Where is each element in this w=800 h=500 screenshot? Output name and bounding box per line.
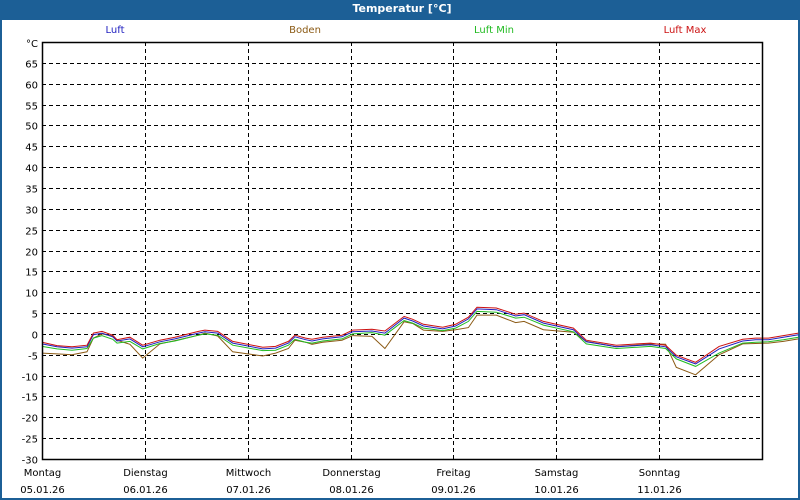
- legend-item-boden: Boden: [289, 25, 321, 36]
- x-day-label: Donnerstag: [322, 468, 380, 479]
- x-day-label: Mittwoch: [226, 468, 271, 479]
- y-tick-label: 60: [25, 81, 38, 92]
- x-date-label: 09.01.26: [431, 485, 476, 496]
- legend-item-luft-min: Luft Min: [474, 25, 514, 36]
- legend-item-luft-max: Luft Max: [663, 25, 707, 36]
- series-line-luft-max: [41, 306, 799, 363]
- x-date-label: 06.01.26: [123, 485, 168, 496]
- y-tick-label: 65: [25, 60, 38, 71]
- y-tick-label: -20: [22, 414, 38, 425]
- y-axis-unit: °C: [26, 39, 38, 50]
- y-tick-label: 0: [32, 331, 38, 342]
- y-tick-label: 15: [25, 268, 38, 279]
- x-date-label: 08.01.26: [329, 485, 374, 496]
- y-tick-label: -15: [22, 393, 38, 404]
- y-tick-label: 50: [25, 122, 38, 133]
- y-tick-label: 35: [25, 185, 38, 196]
- plot-frame: [41, 41, 764, 461]
- y-tick-label: 45: [25, 143, 38, 154]
- y-tick-label: -30: [22, 456, 38, 467]
- series-line-luft-min: [41, 310, 799, 367]
- y-tick-label: 10: [25, 289, 38, 300]
- x-day-label: Samstag: [535, 468, 579, 479]
- y-tick-label: 30: [25, 206, 38, 217]
- y-tick-label: -5: [28, 352, 38, 363]
- y-tick-label: -10: [22, 373, 38, 384]
- x-day-label: Freitag: [436, 468, 470, 479]
- window-title: Temperatur [°C]: [2, 0, 800, 20]
- x-day-label: Dienstag: [123, 468, 168, 479]
- legend-item-luft: Luft: [105, 25, 125, 36]
- y-tick-label: 25: [25, 227, 38, 238]
- y-tick-label: 40: [25, 164, 38, 175]
- x-day-label: Sonntag: [639, 468, 681, 479]
- y-tick-label: 55: [25, 102, 38, 113]
- x-date-label: 11.01.26: [637, 485, 682, 496]
- y-tick-label: -25: [22, 435, 38, 446]
- x-date-label: 07.01.26: [226, 485, 271, 496]
- x-day-label: Montag: [24, 468, 61, 479]
- y-tick-label: 5: [32, 310, 38, 321]
- y-tick-label: 20: [25, 248, 38, 259]
- x-date-label: 10.01.26: [534, 485, 579, 496]
- series-line-luft: [41, 308, 799, 365]
- x-date-label: 05.01.26: [20, 485, 65, 496]
